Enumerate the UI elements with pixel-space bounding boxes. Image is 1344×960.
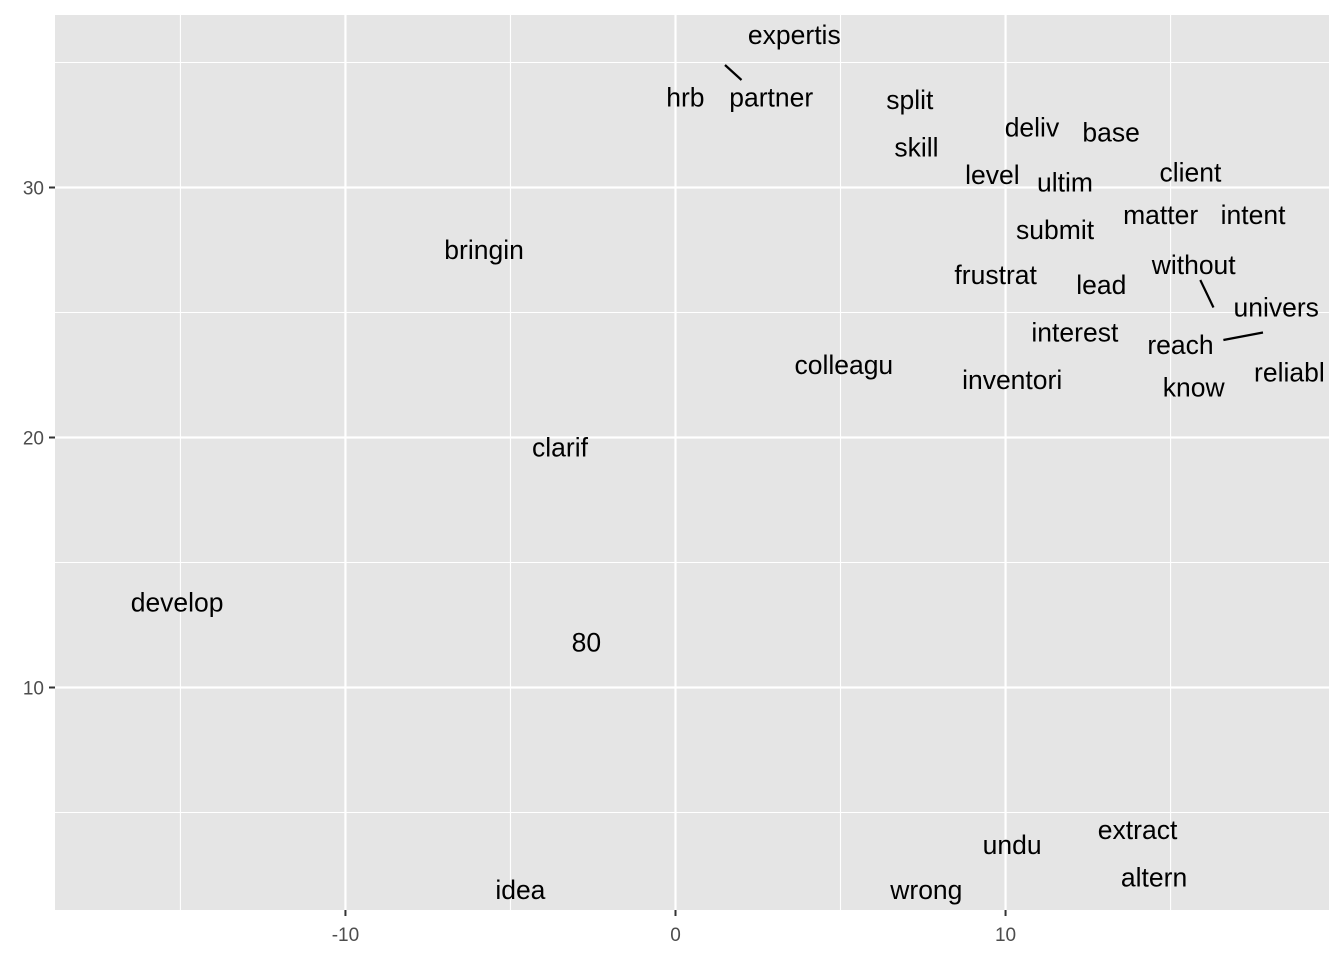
point-label-frustrat: frustrat	[954, 260, 1037, 290]
point-label-split: split	[886, 85, 934, 115]
point-label-submit: submit	[1016, 215, 1095, 245]
point-label-interest: interest	[1031, 318, 1119, 348]
point-label-know: know	[1163, 373, 1226, 403]
grid-lines	[55, 15, 1329, 910]
point-label-intent: intent	[1221, 200, 1286, 230]
y-tick-label: 20	[23, 429, 44, 450]
point-label-80: 80	[572, 628, 601, 658]
point-label-skill: skill	[894, 133, 938, 163]
point-label-partner: partner	[729, 83, 813, 113]
point-label-idea: idea	[495, 875, 545, 905]
x-tick-label: 10	[995, 925, 1016, 946]
point-label-without: without	[1151, 250, 1237, 280]
point-label-base: base	[1082, 118, 1139, 148]
point-label-univers: univers	[1233, 293, 1318, 323]
axes: -10 0 10 10 20 30	[23, 179, 1016, 947]
x-tick-label: -10	[332, 925, 359, 946]
point-label-hrb: hrb	[666, 83, 704, 113]
plot-panel	[55, 15, 1329, 910]
x-tick-label: 0	[670, 925, 681, 946]
point-label-inventori: inventori	[962, 365, 1062, 395]
point-label-wrong: wrong	[889, 875, 962, 905]
point-label-lead: lead	[1076, 270, 1126, 300]
point-label-colleagu: colleagu	[794, 350, 893, 380]
leader-line-partner	[724, 64, 743, 81]
leader-lines	[724, 64, 1264, 342]
point-label-altern: altern	[1121, 863, 1187, 893]
leader-line-reliabl	[1223, 331, 1264, 342]
point-label-extract: extract	[1098, 815, 1178, 845]
point-label-clarif: clarif	[532, 433, 589, 463]
y-tick-label: 30	[23, 179, 44, 200]
point-label-undu: undu	[983, 830, 1042, 860]
point-label-matter: matter	[1123, 200, 1198, 230]
point-label-ultim: ultim	[1037, 168, 1093, 198]
point-labels: expertis hrb partner split deliv base skill lev…	[131, 20, 1325, 905]
point-label-deliv: deliv	[1005, 113, 1060, 143]
point-label-client: client	[1159, 158, 1222, 188]
point-label-reach: reach	[1147, 330, 1213, 360]
leader-line-univers	[1199, 279, 1215, 308]
point-label-level: level	[965, 160, 1020, 190]
point-label-reliabl: reliabl	[1254, 358, 1325, 388]
point-label-bringin: bringin	[444, 235, 524, 265]
point-label-develop: develop	[131, 588, 224, 618]
y-tick-label: 10	[23, 679, 44, 700]
point-label-expertis: expertis	[748, 20, 841, 50]
